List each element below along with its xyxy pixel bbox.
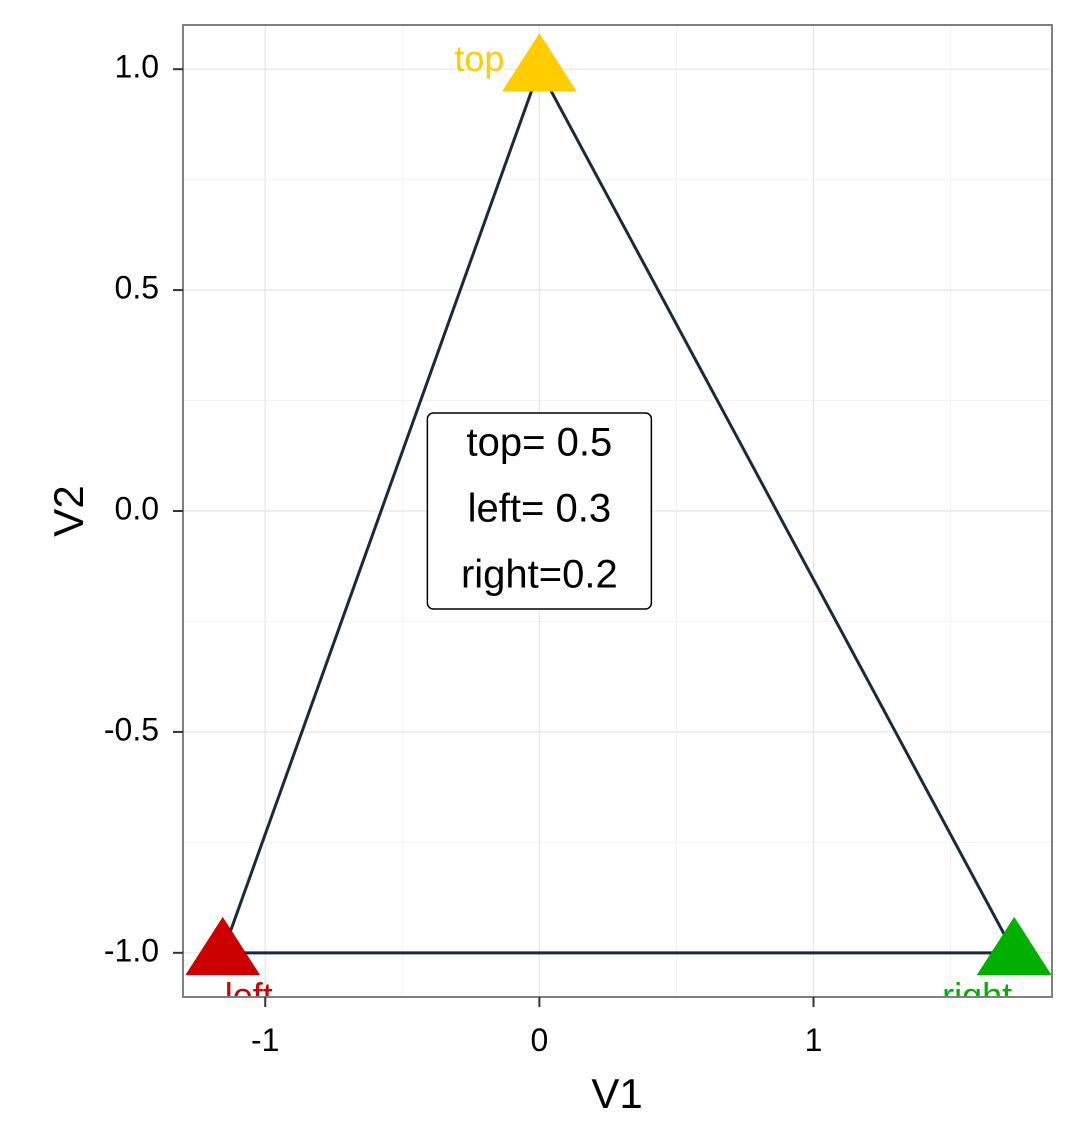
y-tick-label: -1.0 xyxy=(104,932,159,968)
y-tick-label: -0.5 xyxy=(104,711,159,747)
vertex-label-left: left xyxy=(225,975,273,1016)
annotation-line: left= 0.3 xyxy=(468,487,611,531)
y-tick-label: 0.0 xyxy=(115,490,159,526)
y-axis: 1.0 0.5 0.0 -0.5 -1.0 xyxy=(104,49,183,968)
x-tick-label: 1 xyxy=(805,1022,823,1058)
y-tick-label: 0.5 xyxy=(115,270,159,306)
vertex-marker-top xyxy=(501,33,577,92)
triangle-path xyxy=(221,67,1016,955)
annotation-box-frame xyxy=(426,412,653,610)
x-axis: -1 0 1 xyxy=(251,997,822,1058)
x-tick-label: -1 xyxy=(251,1022,279,1058)
vertex-marker-right xyxy=(976,916,1052,976)
annotation-box: top= 0.5 left= 0.3 right=0.2 xyxy=(426,412,653,610)
vertex-markers xyxy=(185,33,1052,976)
y-tick-label: 1.0 xyxy=(115,49,159,85)
vertex-marker-left xyxy=(185,916,261,976)
annotation-line: right=0.2 xyxy=(461,553,618,597)
vertex-label-top: top xyxy=(454,38,504,79)
x-tick-label: 0 xyxy=(530,1022,548,1058)
vertex-labels: top left right xyxy=(225,38,1012,1016)
x-axis-title: V1 xyxy=(591,1070,642,1117)
y-axis-title: V2 xyxy=(45,485,92,536)
annotation-line: top= 0.5 xyxy=(467,421,613,465)
triangle-outline xyxy=(221,67,1016,955)
vertex-label-right: right xyxy=(942,975,1012,1016)
